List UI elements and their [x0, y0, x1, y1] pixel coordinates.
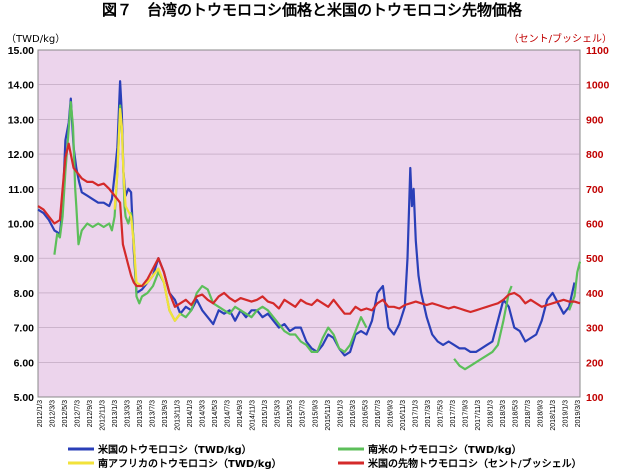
left-tick-label: 14.00 [8, 80, 34, 92]
x-tick-label: 2015/5/3 [287, 400, 294, 427]
x-tick-label: 2018/3/3 [500, 400, 507, 427]
x-tick-label: 2017/7/3 [450, 400, 457, 427]
series-line [37, 142, 581, 315]
series-line [37, 80, 576, 357]
x-tick-label: 2018/7/3 [525, 400, 532, 427]
right-tick-label: 1100 [586, 45, 609, 57]
x-tick-label: 2014/7/3 [225, 400, 232, 427]
chart-title: 図７ 台湾のトウモロコシ価格と米国のトウモロコシ先物価格 [102, 1, 523, 19]
x-tick-label: 2017/1/3 [412, 400, 419, 427]
x-tick-label: 2014/5/3 [212, 400, 219, 427]
x-tick-label: 2012/9/3 [87, 400, 94, 427]
x-tick-label: 2015/1/3 [262, 400, 269, 427]
legend-label: 南米のトウモロコシ（TWD/kg） [368, 443, 522, 456]
legend-label: 米国の先物トウモロコシ（セント/ブッシェル） [368, 457, 582, 470]
right-tick-label: 800 [586, 149, 604, 161]
x-tick-label: 2017/5/3 [437, 400, 444, 427]
right-tick-label: 500 [586, 253, 604, 265]
right-tick-label: 200 [586, 357, 604, 369]
left-tick-label: 15.00 [8, 45, 34, 57]
left-tick-label: 6.00 [14, 357, 35, 369]
x-tick-label: 2014/11/3 [250, 400, 257, 431]
left-axis-unit: （TWD/kg） [6, 33, 65, 45]
x-tick-label: 2013/9/3 [162, 400, 169, 427]
x-tick-label: 2012/5/3 [62, 400, 69, 427]
x-tick-label: 2012/11/3 [100, 400, 107, 431]
gridlines [38, 84, 580, 363]
x-tick-label: 2016/1/3 [337, 400, 344, 427]
right-axis-unit: （セント/ブッシェル） [509, 32, 612, 45]
x-tick-label: 2013/5/3 [137, 400, 144, 427]
x-tick-label: 2016/9/3 [387, 400, 394, 427]
legend-label: 南アフリカのトウモロコシ（TWD/kg） [98, 457, 282, 470]
series-line [113, 107, 182, 322]
x-tick-label: 2017/11/3 [475, 400, 482, 431]
x-tick-label: 2014/9/3 [237, 400, 244, 427]
left-tick-label: 7.00 [14, 323, 35, 335]
right-tick-label: 300 [586, 323, 604, 335]
left-tick-label: 5.00 [14, 392, 35, 404]
right-tick-label: 1000 [586, 80, 610, 92]
right-tick-label: 700 [586, 184, 604, 196]
x-tick-label: 2015/9/3 [312, 400, 319, 427]
x-tick-label: 2013/11/3 [175, 400, 182, 431]
x-tick-label: 2018/5/3 [512, 400, 519, 427]
left-axis: 5.00 6.00 7.00 8.00 9.00 10.00 11.00 12.00 13.00… [8, 45, 34, 404]
x-tick-label: 2016/7/3 [375, 400, 382, 427]
x-axis: 2012/1/3 2012/3/3 2012/5/3 2012/7/3 2012/9/3… [37, 400, 582, 431]
left-tick-label: 13.00 [8, 114, 34, 126]
right-tick-label: 900 [586, 114, 604, 126]
series-line [453, 285, 513, 371]
right-axis: 100 200 300 400 500 600 700 800 900 1000 1100 [586, 45, 610, 404]
x-tick-label: 2012/1/3 [37, 400, 44, 427]
x-tick-label: 2018/1/3 [487, 400, 494, 427]
x-tick-label: 2013/7/3 [150, 400, 157, 427]
x-tick-label: 2014/1/3 [187, 400, 194, 427]
x-tick-label: 2013/3/3 [125, 400, 132, 427]
x-tick-label: 2014/3/3 [200, 400, 207, 427]
x-tick-label: 2016/5/3 [362, 400, 369, 427]
left-tick-label: 10.00 [8, 219, 34, 231]
left-tick-label: 9.00 [14, 253, 35, 265]
left-tick-label: 11.00 [8, 184, 34, 196]
x-tick-label: 2017/9/3 [462, 400, 469, 427]
series-line [568, 261, 582, 311]
x-tick-label: 2018/11/3 [550, 400, 557, 431]
series-lines [37, 80, 582, 371]
x-tick-label: 2015/11/3 [325, 400, 332, 431]
x-tick-label: 2019/1/3 [562, 400, 569, 427]
x-tick-label: 2012/7/3 [75, 400, 82, 427]
right-tick-label: 600 [586, 219, 604, 231]
legend-label: 米国のトウモロコシ（TWD/kg） [98, 443, 252, 456]
left-tick-label: 12.00 [8, 149, 34, 161]
right-tick-label: 100 [586, 392, 604, 404]
x-tick-label: 2018/9/3 [537, 400, 544, 427]
x-tick-label: 2016/11/3 [400, 400, 407, 431]
legend: 米国のトウモロコシ（TWD/kg） 南米のトウモロコシ（TWD/kg） 南アフリカの… [68, 443, 582, 470]
x-tick-label: 2012/3/3 [50, 400, 57, 427]
left-tick-label: 8.00 [14, 288, 35, 300]
x-tick-label: 2015/3/3 [275, 400, 282, 427]
x-tick-label: 2016/3/3 [350, 400, 357, 427]
x-tick-label: 2015/7/3 [300, 400, 307, 427]
right-tick-label: 400 [586, 288, 604, 300]
x-tick-label: 2019/3/3 [575, 400, 582, 427]
x-tick-label: 2013/1/3 [112, 400, 119, 427]
x-tick-label: 2017/3/3 [425, 400, 432, 427]
